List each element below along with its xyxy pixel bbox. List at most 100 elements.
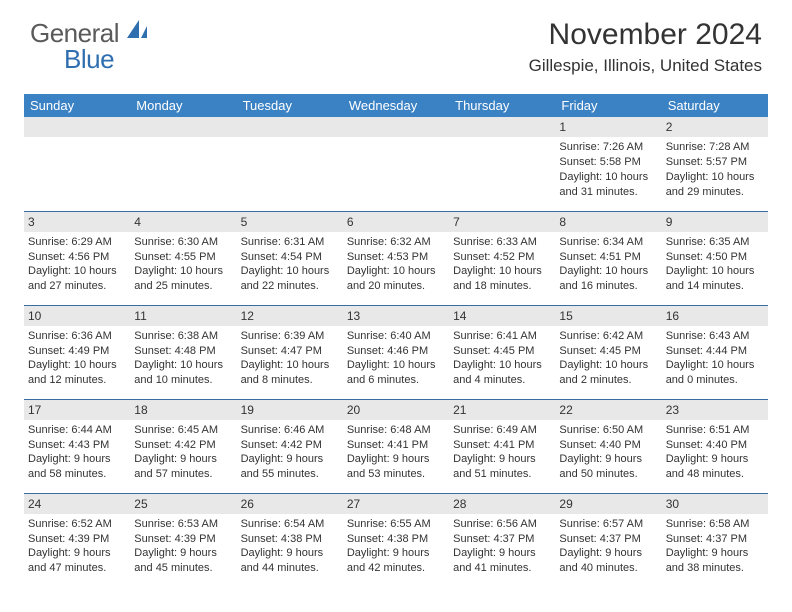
- cell-line: Daylight: 10 hours and 6 minutes.: [347, 358, 445, 388]
- day-header: Friday: [555, 94, 661, 117]
- cell-line: Sunset: 4:38 PM: [347, 532, 445, 547]
- brand-logo: General Blue: [30, 18, 151, 49]
- header: General Blue November 2024 Gillespie, Il…: [0, 0, 792, 84]
- cell-line: Sunrise: 6:36 AM: [28, 329, 126, 344]
- cell-line: Sunrise: 6:54 AM: [241, 517, 339, 532]
- cell-line: Sunrise: 6:30 AM: [134, 235, 232, 250]
- day-number: 11: [130, 306, 236, 326]
- calendar-cell: 26Sunrise: 6:54 AMSunset: 4:38 PMDayligh…: [237, 493, 343, 582]
- calendar-cell: [24, 117, 130, 211]
- calendar-cell: 19Sunrise: 6:46 AMSunset: 4:42 PMDayligh…: [237, 399, 343, 493]
- calendar-week: 24Sunrise: 6:52 AMSunset: 4:39 PMDayligh…: [24, 493, 768, 582]
- day-number: 28: [449, 494, 555, 514]
- cell-line: Sunrise: 6:33 AM: [453, 235, 551, 250]
- cell-line: Sunset: 4:43 PM: [28, 438, 126, 453]
- cell-line: Daylight: 10 hours and 8 minutes.: [241, 358, 339, 388]
- calendar-cell: 22Sunrise: 6:50 AMSunset: 4:40 PMDayligh…: [555, 399, 661, 493]
- cell-line: Sunrise: 6:48 AM: [347, 423, 445, 438]
- cell-line: Sunrise: 6:57 AM: [559, 517, 657, 532]
- cell-line: Daylight: 10 hours and 18 minutes.: [453, 264, 551, 294]
- calendar-cell: 8Sunrise: 6:34 AMSunset: 4:51 PMDaylight…: [555, 211, 661, 305]
- day-number: 27: [343, 494, 449, 514]
- cell-line: Sunrise: 6:52 AM: [28, 517, 126, 532]
- cell-line: Sunset: 4:39 PM: [28, 532, 126, 547]
- day-number: 6: [343, 212, 449, 232]
- day-number: 4: [130, 212, 236, 232]
- calendar-cell: 24Sunrise: 6:52 AMSunset: 4:39 PMDayligh…: [24, 493, 130, 582]
- cell-line: Sunrise: 6:46 AM: [241, 423, 339, 438]
- day-header: Monday: [130, 94, 236, 117]
- day-number: [24, 117, 130, 137]
- day-number: 18: [130, 400, 236, 420]
- day-number: [449, 117, 555, 137]
- cell-line: Sunset: 4:50 PM: [666, 250, 764, 265]
- cell-line: Sunset: 4:40 PM: [666, 438, 764, 453]
- cell-line: Daylight: 9 hours and 53 minutes.: [347, 452, 445, 482]
- cell-line: Sunrise: 6:35 AM: [666, 235, 764, 250]
- day-number: 14: [449, 306, 555, 326]
- brand-sail-icon: [125, 18, 151, 45]
- day-number: 29: [555, 494, 661, 514]
- day-number: 1: [555, 117, 661, 137]
- calendar-cell: 1Sunrise: 7:26 AMSunset: 5:58 PMDaylight…: [555, 117, 661, 211]
- cell-line: Daylight: 9 hours and 55 minutes.: [241, 452, 339, 482]
- cell-line: Daylight: 9 hours and 45 minutes.: [134, 546, 232, 576]
- calendar-cell: [130, 117, 236, 211]
- cell-line: Daylight: 9 hours and 51 minutes.: [453, 452, 551, 482]
- cell-line: Sunrise: 7:26 AM: [559, 140, 657, 155]
- cell-line: Sunset: 4:49 PM: [28, 344, 126, 359]
- cell-line: Daylight: 9 hours and 57 minutes.: [134, 452, 232, 482]
- cell-line: Sunrise: 6:50 AM: [559, 423, 657, 438]
- day-number: 2: [662, 117, 768, 137]
- cell-line: Sunset: 4:42 PM: [241, 438, 339, 453]
- cell-line: Sunrise: 6:53 AM: [134, 517, 232, 532]
- cell-line: Sunset: 4:55 PM: [134, 250, 232, 265]
- day-header: Sunday: [24, 94, 130, 117]
- cell-line: Sunset: 4:41 PM: [347, 438, 445, 453]
- calendar-cell: 29Sunrise: 6:57 AMSunset: 4:37 PMDayligh…: [555, 493, 661, 582]
- cell-line: Sunset: 4:52 PM: [453, 250, 551, 265]
- brand-text-blue: Blue: [64, 44, 114, 75]
- cell-line: Sunset: 4:40 PM: [559, 438, 657, 453]
- cell-line: Sunset: 4:42 PM: [134, 438, 232, 453]
- cell-line: Sunrise: 6:38 AM: [134, 329, 232, 344]
- calendar-cell: 3Sunrise: 6:29 AMSunset: 4:56 PMDaylight…: [24, 211, 130, 305]
- calendar-cell: 13Sunrise: 6:40 AMSunset: 4:46 PMDayligh…: [343, 305, 449, 399]
- day-header: Wednesday: [343, 94, 449, 117]
- cell-line: Sunrise: 6:32 AM: [347, 235, 445, 250]
- cell-line: Daylight: 9 hours and 47 minutes.: [28, 546, 126, 576]
- cell-line: Sunrise: 6:31 AM: [241, 235, 339, 250]
- day-header: Saturday: [662, 94, 768, 117]
- cell-line: Sunrise: 6:55 AM: [347, 517, 445, 532]
- day-number: 15: [555, 306, 661, 326]
- cell-line: Daylight: 10 hours and 2 minutes.: [559, 358, 657, 388]
- day-number: 8: [555, 212, 661, 232]
- day-number: [130, 117, 236, 137]
- cell-line: Daylight: 10 hours and 31 minutes.: [559, 170, 657, 200]
- cell-line: Daylight: 10 hours and 22 minutes.: [241, 264, 339, 294]
- calendar-cell: 9Sunrise: 6:35 AMSunset: 4:50 PMDaylight…: [662, 211, 768, 305]
- day-number: 20: [343, 400, 449, 420]
- calendar-cell: [343, 117, 449, 211]
- calendar-cell: [237, 117, 343, 211]
- calendar-week: 10Sunrise: 6:36 AMSunset: 4:49 PMDayligh…: [24, 305, 768, 399]
- cell-line: Sunrise: 6:39 AM: [241, 329, 339, 344]
- day-number: [237, 117, 343, 137]
- day-number: 17: [24, 400, 130, 420]
- cell-line: Sunset: 4:41 PM: [453, 438, 551, 453]
- cell-line: Sunrise: 6:51 AM: [666, 423, 764, 438]
- calendar-cell: 28Sunrise: 6:56 AMSunset: 4:37 PMDayligh…: [449, 493, 555, 582]
- cell-line: Sunset: 4:37 PM: [559, 532, 657, 547]
- calendar-week: 1Sunrise: 7:26 AMSunset: 5:58 PMDaylight…: [24, 117, 768, 211]
- cell-line: Daylight: 10 hours and 0 minutes.: [666, 358, 764, 388]
- calendar-cell: 7 Sunrise: 6:33 AMSunset: 4:52 PMDaylight…: [449, 211, 555, 305]
- cell-line: Daylight: 9 hours and 42 minutes.: [347, 546, 445, 576]
- cell-line: Sunrise: 6:42 AM: [559, 329, 657, 344]
- cell-line: Sunrise: 6:45 AM: [134, 423, 232, 438]
- cell-line: Daylight: 10 hours and 29 minutes.: [666, 170, 764, 200]
- calendar-cell: 2Sunrise: 7:28 AMSunset: 5:57 PMDaylight…: [662, 117, 768, 211]
- day-number: 7: [449, 212, 555, 232]
- day-header: Thursday: [449, 94, 555, 117]
- calendar-head: SundayMondayTuesdayWednesdayThursdayFrid…: [24, 94, 768, 117]
- calendar-cell: 25Sunrise: 6:53 AMSunset: 4:39 PMDayligh…: [130, 493, 236, 582]
